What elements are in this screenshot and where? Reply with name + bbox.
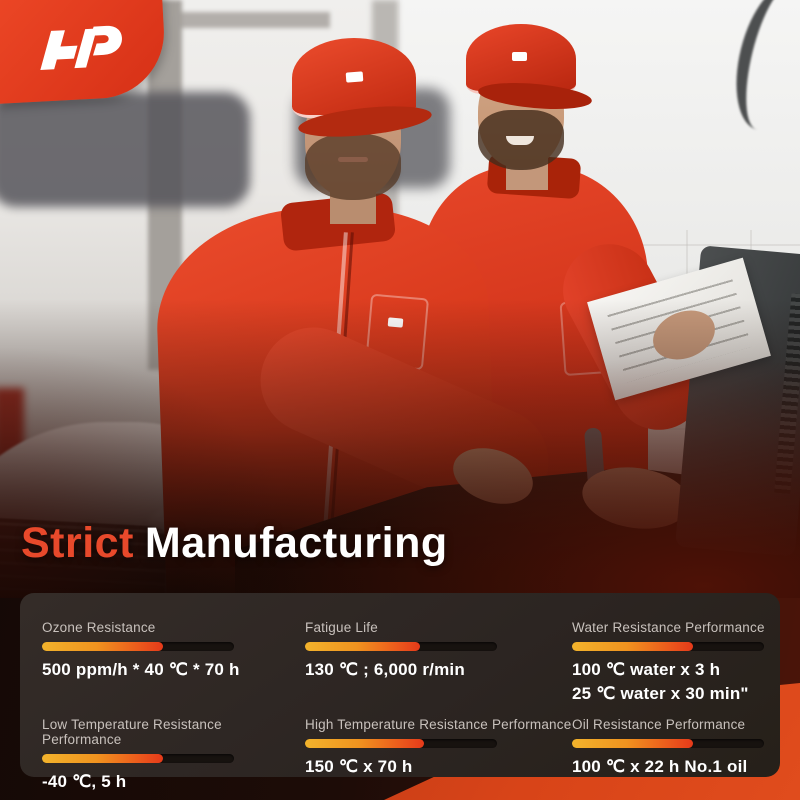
workshop-photo bbox=[0, 0, 800, 598]
spec-label: High Temperature Resistance Performance bbox=[305, 717, 572, 732]
spec-item: High Temperature Resistance Performance … bbox=[305, 717, 572, 792]
spec-item: Water Resistance Performance 100 ℃ water… bbox=[572, 620, 778, 704]
spec-meter bbox=[42, 642, 234, 651]
spec-item: Fatigue Life 130 ℃ ; 6,000 r/min bbox=[305, 620, 572, 704]
spec-label: Low Temperature Resistance Performance bbox=[42, 717, 222, 747]
photo-dark-fade bbox=[0, 0, 800, 598]
spec-meter-fill bbox=[42, 754, 163, 763]
spec-item: Ozone Resistance 500 ppm/h * 40 ℃ * 70 h bbox=[42, 620, 305, 704]
spec-value: 100 ℃ x 22 h No.1 oil bbox=[572, 757, 748, 776]
spec-meter bbox=[572, 642, 764, 651]
spec-meter bbox=[305, 739, 497, 748]
spec-label: Oil Resistance Performance bbox=[572, 717, 746, 732]
spec-meter-fill bbox=[572, 739, 693, 748]
spec-meter bbox=[305, 642, 497, 651]
spec-label: Ozone Resistance bbox=[42, 620, 156, 635]
specs-panel: Ozone Resistance 500 ppm/h * 40 ℃ * 70 h… bbox=[20, 593, 780, 791]
spec-meter-fill bbox=[572, 642, 693, 651]
section-title-accent: Strict bbox=[21, 519, 134, 567]
spec-meter bbox=[572, 739, 764, 748]
spec-meter-fill bbox=[305, 642, 421, 651]
spec-meter-fill bbox=[42, 642, 163, 651]
brand-logo bbox=[0, 0, 168, 105]
section-title: Strict Manufacturing bbox=[21, 519, 448, 568]
section-title-rest: Manufacturing bbox=[144, 519, 448, 567]
spec-value: -40 ℃, 5 h bbox=[42, 772, 127, 791]
spec-value: 130 ℃ ; 6,000 r/min bbox=[305, 660, 465, 679]
spec-item: Oil Resistance Performance 100 ℃ x 22 h … bbox=[572, 717, 778, 792]
ap-monogram-icon bbox=[40, 25, 122, 70]
spec-meter-fill bbox=[305, 739, 425, 748]
spec-label: Fatigue Life bbox=[305, 620, 378, 635]
spec-value: 500 ppm/h * 40 ℃ * 70 h bbox=[42, 660, 240, 679]
spec-value: 100 ℃ water x 3 h bbox=[572, 660, 721, 679]
spec-item: Low Temperature Resistance Performance -… bbox=[42, 717, 305, 792]
spec-value-2: 25 ℃ water x 30 min" bbox=[572, 684, 749, 703]
spec-label: Water Resistance Performance bbox=[572, 620, 765, 635]
spec-meter bbox=[42, 754, 234, 763]
spec-value: 150 ℃ x 70 h bbox=[305, 757, 413, 776]
